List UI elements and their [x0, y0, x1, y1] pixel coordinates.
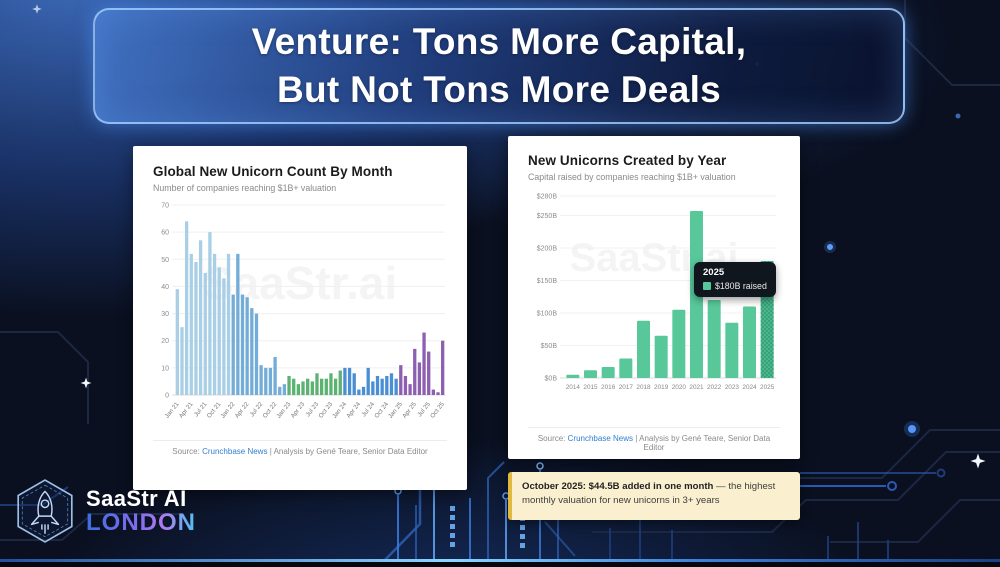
- svg-text:30: 30: [161, 311, 169, 318]
- svg-text:$150B: $150B: [537, 278, 558, 285]
- chart-tooltip: 2025 $180B raised: [694, 262, 776, 297]
- logo-location: LONDON: [86, 508, 196, 536]
- svg-text:Apr 23: Apr 23: [290, 400, 307, 419]
- slide-title-line2: But Not Tons More Deals: [276, 69, 722, 110]
- svg-text:2016: 2016: [601, 384, 616, 391]
- sparkle-icons: [32, 4, 986, 469]
- slide-title-box: Venture: Tons More Capital, But Not Tons…: [93, 8, 905, 124]
- monthly-chart-card: Global New Unicorn Count By Month Number…: [133, 146, 467, 490]
- tooltip-year: 2025: [703, 267, 725, 278]
- svg-text:Jan 21: Jan 21: [164, 400, 181, 419]
- svg-text:$280B: $280B: [537, 194, 558, 201]
- yearly-bar-chart: $0B $50B $100B $150B $200B $250B $280B 2014 2015…: [528, 188, 780, 425]
- tooltip-swatch-icon: [703, 282, 711, 290]
- svg-text:20: 20: [161, 338, 169, 345]
- svg-text:2015: 2015: [583, 384, 598, 391]
- rocket-hexagon-icon: [17, 479, 73, 543]
- glow-dots: [755, 62, 961, 437]
- svg-text:$0B: $0B: [545, 376, 558, 383]
- svg-text:2018: 2018: [636, 384, 651, 391]
- source-prefix: Source:: [537, 434, 566, 443]
- logo-name: SaaStr AI: [86, 485, 187, 511]
- yearly-chart-card: New Unicorns Created by Year Capital rai…: [508, 136, 800, 459]
- svg-text:2025: 2025: [760, 384, 775, 391]
- svg-text:40: 40: [161, 284, 169, 291]
- divider: [153, 440, 447, 441]
- highlight-callout: October 2025: $44.5B added in one month …: [508, 472, 800, 520]
- svg-text:Jan 23: Jan 23: [275, 400, 292, 419]
- svg-text:10: 10: [161, 365, 169, 372]
- svg-text:Oct 25: Oct 25: [429, 400, 446, 419]
- callout-bold-text: October 2025: $44.5B added in one month: [522, 481, 714, 492]
- svg-text:$250B: $250B: [537, 213, 558, 220]
- svg-text:Apr 21: Apr 21: [178, 400, 195, 419]
- monthly-chart-title: Global New Unicorn Count By Month: [153, 164, 393, 179]
- monthly-bar-chart: 0 10 20 30 40 50 60 70 Jan 21 Apr 21 Jul 21 Oct 21 J…: [153, 199, 447, 438]
- monthly-chart-subtitle: Number of companies reaching $1B+ valuat…: [153, 183, 337, 193]
- svg-text:Apr 25: Apr 25: [401, 400, 418, 419]
- svg-text:2023: 2023: [725, 384, 740, 391]
- svg-text:Apr 24: Apr 24: [345, 400, 362, 419]
- svg-text:0: 0: [165, 393, 169, 400]
- crunchbase-news-link[interactable]: Crunchbase News: [202, 447, 268, 456]
- yearly-chart-title: New Unicorns Created by Year: [528, 153, 727, 168]
- tooltip-value: $180B raised: [715, 281, 767, 291]
- yearly-chart-subtitle: Capital raised by companies reaching $1B…: [528, 172, 736, 182]
- source-suffix: | Analysis by Gené Teare, Senior Data Ed…: [635, 434, 771, 452]
- svg-text:$200B: $200B: [537, 246, 558, 253]
- divider: [528, 427, 780, 428]
- svg-text:70: 70: [161, 203, 169, 210]
- svg-text:2022: 2022: [707, 384, 722, 391]
- svg-text:2021: 2021: [689, 384, 704, 391]
- svg-text:2019: 2019: [654, 384, 669, 391]
- svg-text:Jan 24: Jan 24: [331, 400, 348, 419]
- source-prefix: Source:: [172, 447, 200, 456]
- svg-text:Jan 25: Jan 25: [387, 400, 404, 419]
- svg-text:2014: 2014: [566, 384, 581, 391]
- monthly-source-line: Source: Crunchbase News | Analysis by Ge…: [153, 447, 447, 456]
- yearly-source-line: Source: Crunchbase News | Analysis by Ge…: [528, 434, 780, 452]
- svg-text:2024: 2024: [742, 384, 757, 391]
- crunchbase-news-link[interactable]: Crunchbase News: [567, 434, 634, 443]
- slide-title-line1: Venture: Tons More Capital,: [251, 20, 747, 62]
- saastr-logo: SaaStr AI LONDON: [14, 478, 196, 544]
- svg-text:Jan 22: Jan 22: [219, 400, 236, 419]
- svg-text:2017: 2017: [619, 384, 634, 391]
- svg-text:$50B: $50B: [541, 343, 558, 350]
- svg-text:60: 60: [161, 230, 169, 237]
- svg-text:$100B: $100B: [537, 311, 558, 318]
- callout-rest-text: — the highest monthly valuation for new …: [522, 481, 776, 507]
- svg-text:2020: 2020: [672, 384, 687, 391]
- svg-text:50: 50: [161, 257, 169, 264]
- source-suffix: | Analysis by Gené Teare, Senior Data Ed…: [269, 447, 428, 456]
- svg-text:Apr 22: Apr 22: [234, 400, 251, 419]
